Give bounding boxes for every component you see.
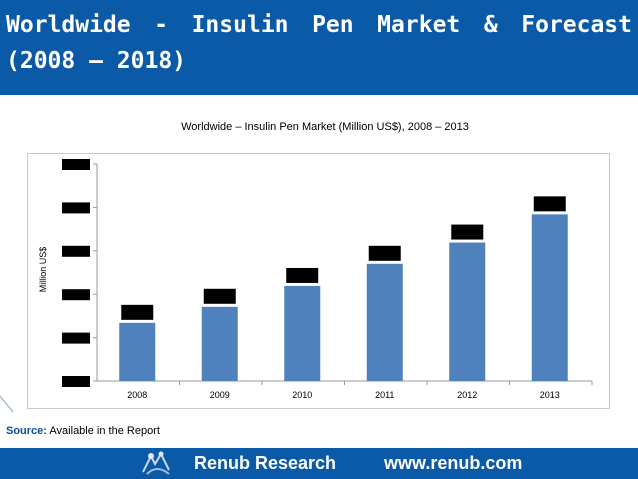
y-tick-label-redacted: [62, 159, 90, 170]
footer-website-link[interactable]: www.renub.com: [384, 453, 523, 473]
x-tick-label: 2011: [375, 390, 394, 400]
bar: [449, 242, 486, 381]
source-note: Source: Available in the Report: [6, 425, 160, 437]
bar: [284, 285, 321, 381]
chart-title: Worldwide – Insulin Pen Market (Million …: [0, 121, 638, 133]
chart-frame: [27, 153, 610, 409]
bar-value-label-redacted: [368, 245, 401, 261]
bar-value-label-redacted: [121, 304, 154, 320]
decorative-corner-line: [0, 396, 14, 413]
y-axis-label: Million US$: [38, 247, 48, 293]
bar-value-label-redacted: [203, 288, 236, 304]
x-tick-label: 2010: [292, 390, 312, 400]
y-tick-label-redacted: [62, 376, 90, 387]
y-tick-label-redacted: [62, 289, 90, 301]
x-tick-label: 2009: [210, 390, 230, 400]
header-bar: Worldwide - Insulin Pen Market & Forecas…: [0, 0, 638, 95]
bar: [201, 306, 238, 381]
source-label: Source:: [6, 425, 47, 437]
y-tick-label-redacted: [62, 202, 90, 214]
source-text: Available in the Report: [49, 425, 160, 437]
slide-title: Worldwide - Insulin Pen Market & Forecas…: [6, 12, 632, 74]
bar-value-label-redacted: [533, 196, 566, 212]
x-tick-label: 2013: [540, 390, 560, 400]
bar: [366, 263, 403, 381]
footer-bar: Renub Research www.renub.com: [0, 448, 638, 479]
x-tick-label: 2008: [127, 390, 147, 400]
bar-value-label-redacted: [286, 267, 319, 283]
bar-value-label-redacted: [451, 224, 484, 240]
renub-logo-icon: [142, 451, 170, 475]
y-tick-label-redacted: [62, 245, 90, 257]
x-tick-label: 2012: [457, 390, 477, 400]
chart-title-text: Worldwide – Insulin Pen Market (Million …: [181, 121, 469, 133]
bar: [119, 322, 156, 381]
footer-company-name: Renub Research: [194, 453, 337, 473]
bar: [531, 214, 568, 381]
y-tick-label-redacted: [62, 332, 90, 344]
